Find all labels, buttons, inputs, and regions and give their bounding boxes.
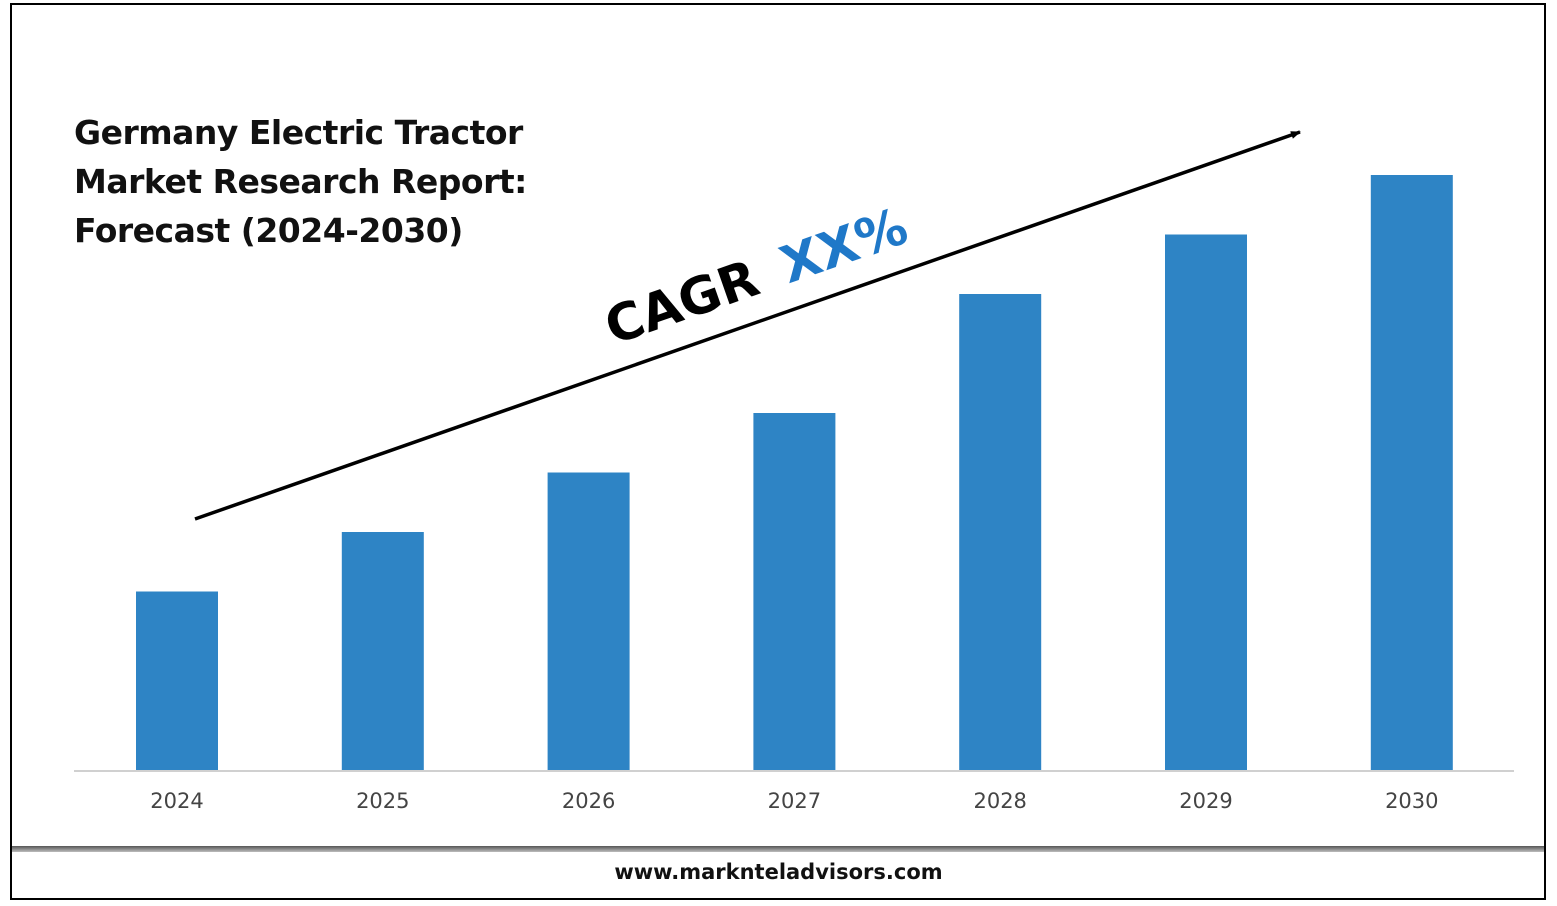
cagr-annotation: CAGR XX% <box>598 197 915 357</box>
tick-label-2030: 2030 <box>1385 789 1438 813</box>
bar-2029 <box>1165 234 1247 770</box>
bar-2030 <box>1370 175 1453 770</box>
bar-2025 <box>341 532 424 770</box>
tick-label-2025: 2025 <box>356 789 409 813</box>
tick-label-2027: 2027 <box>768 789 821 813</box>
footer-divider <box>12 846 1544 852</box>
bar-2027 <box>753 413 836 770</box>
x-axis-tick-labels: 2024 2025 2026 2027 2028 2029 2030 <box>150 789 1438 813</box>
bar-2026 <box>547 472 630 770</box>
tick-label-2029: 2029 <box>1179 789 1232 813</box>
bar-2024 <box>136 591 218 770</box>
tick-label-2028: 2028 <box>973 789 1026 813</box>
bar-2028 <box>959 294 1042 770</box>
bar-series <box>136 175 1453 770</box>
footer-url: www.marknteladvisors.com <box>614 860 943 884</box>
tick-label-2024: 2024 <box>150 789 203 813</box>
cagr-prefix: CAGR <box>598 249 767 357</box>
chart-title: Germany Electric Tractor Market Research… <box>74 113 527 250</box>
cagr-value: XX% <box>773 197 915 296</box>
tick-label-2026: 2026 <box>562 789 615 813</box>
trend-arrow <box>194 130 1301 521</box>
